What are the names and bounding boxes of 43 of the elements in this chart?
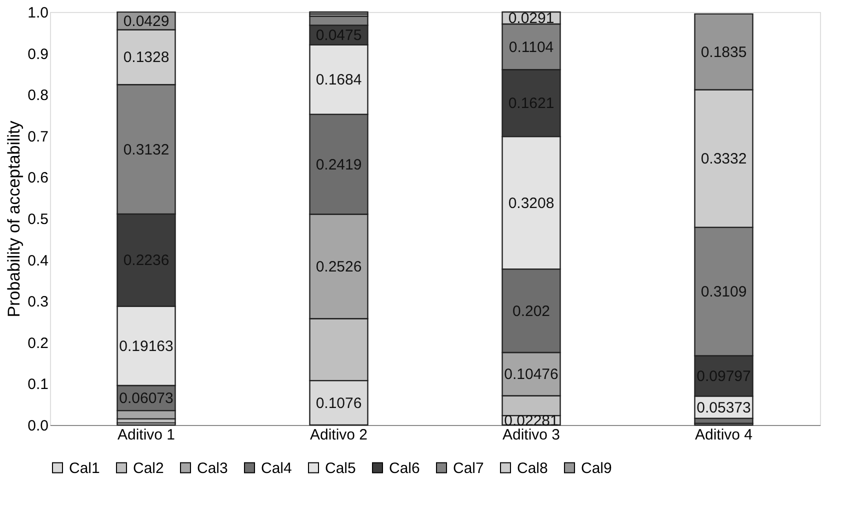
legend-label: Cal9 (581, 460, 612, 477)
data-label: 0.3332 (700, 150, 747, 168)
data-label: 0.0291 (508, 10, 554, 28)
data-label: 0.1104 (508, 38, 554, 56)
data-label: 0.05373 (696, 399, 751, 416)
y-axis-title: Probability of acceptability (4, 120, 24, 318)
y-tick-label: 0.5 (28, 211, 48, 228)
y-tick-label: 0.4 (28, 252, 48, 270)
data-label: 0.1328 (123, 49, 170, 66)
data-label: 0.0429 (123, 12, 170, 30)
data-label: 0.10476 (504, 366, 558, 384)
y-tick-label: 0.7 (28, 128, 48, 146)
data-label: 0.2419 (316, 156, 362, 174)
legend-label: Cal6 (389, 460, 420, 477)
x-tick-label: Aditivo 1 (117, 426, 176, 444)
data-label: 0.2526 (316, 258, 362, 276)
legend-label: Cal8 (517, 460, 548, 477)
data-label: 0.1076 (316, 394, 362, 412)
data-label: 0.3208 (508, 194, 554, 212)
data-label: 0.3132 (123, 141, 170, 158)
legend-label: Cal5 (325, 460, 356, 477)
data-label: 0.1684 (316, 72, 362, 89)
y-tick-label: 0.8 (28, 87, 48, 104)
x-tick-label: Aditivo 2 (310, 426, 368, 444)
y-tick-label: 0.2 (28, 334, 48, 352)
data-label: 0.19163 (119, 338, 174, 355)
data-label: 0.202 (512, 302, 550, 320)
y-tick-label: 0.6 (28, 170, 48, 187)
x-tick-label: Aditivo 3 (502, 426, 560, 444)
data-label: 0.1835 (700, 44, 747, 61)
y-tick-label: 0.9 (28, 46, 48, 63)
y-tick-label: 0.0 (28, 418, 48, 434)
data-label: 0.06073 (119, 390, 174, 408)
legend-label: Cal4 (261, 460, 292, 477)
y-tick-label: 1.0 (28, 4, 48, 22)
legend-label: Cal2 (133, 460, 164, 477)
data-label: 0.3109 (700, 284, 747, 301)
x-tick-label: Aditivo 4 (694, 426, 753, 444)
legend-label: Cal1 (69, 460, 100, 477)
legend-label: Cal3 (197, 460, 228, 477)
legend-label: Cal7 (453, 460, 484, 477)
y-tick-label: 0.1 (28, 376, 48, 394)
y-tick-label: 0.3 (28, 294, 48, 311)
